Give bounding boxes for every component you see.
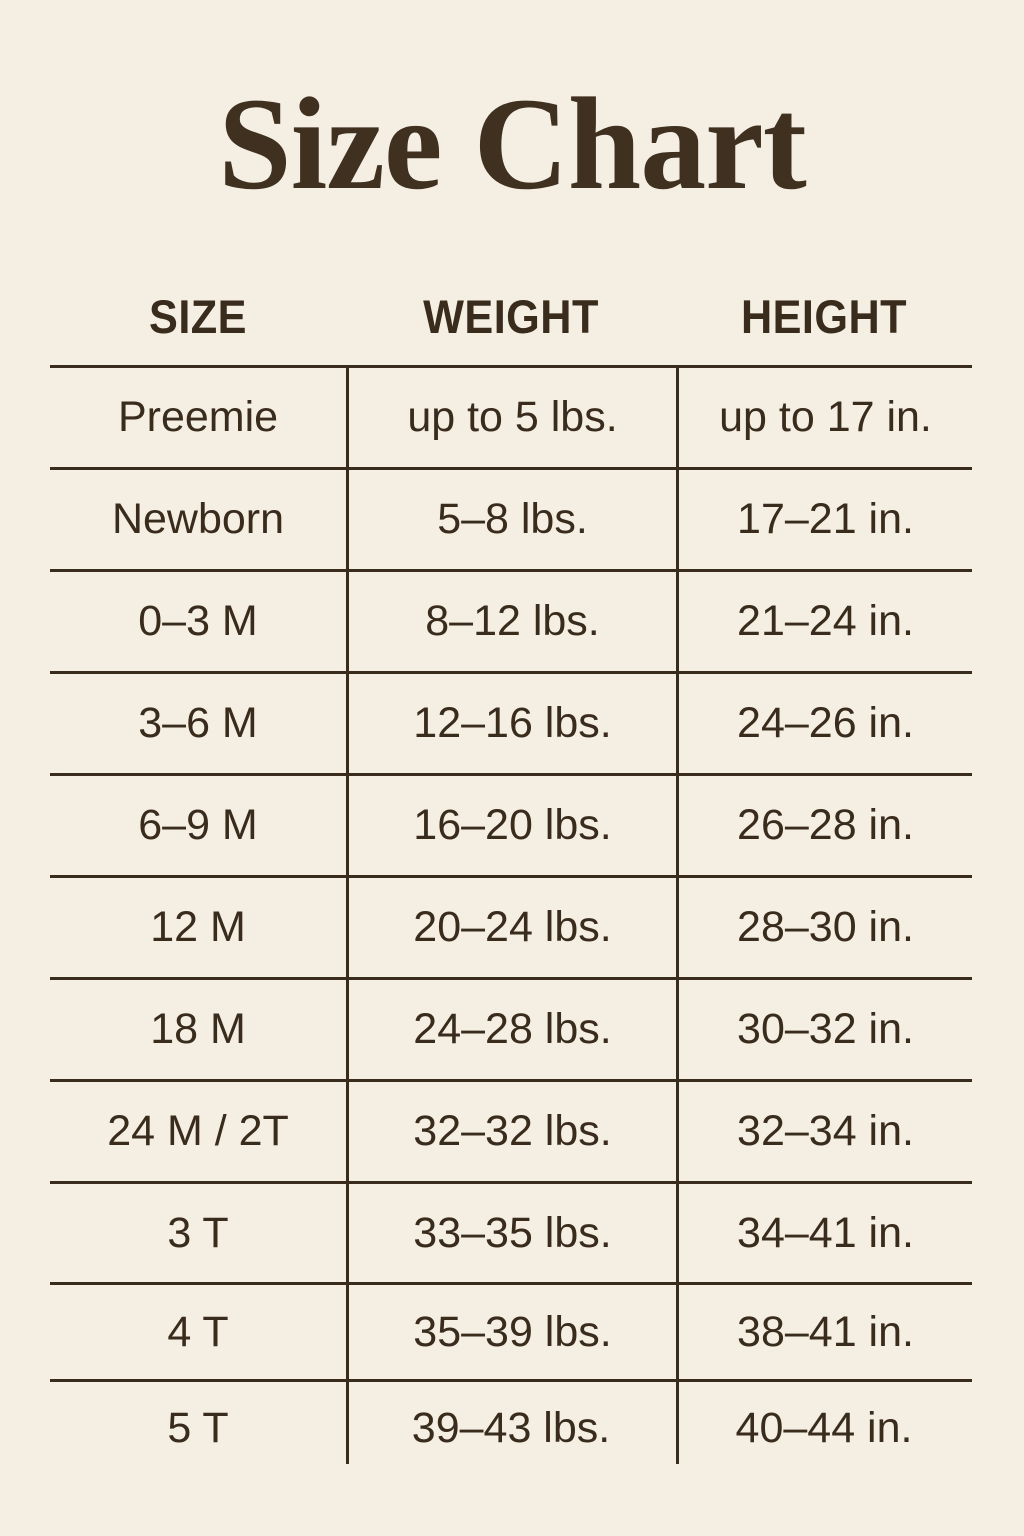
cell-size: 4 T <box>167 1307 229 1356</box>
table-row: 3 T 33–35 lbs. 34–41 in. <box>50 1181 972 1282</box>
cell-weight: 32–32 lbs. <box>346 1082 676 1181</box>
cell-height: 17–21 in. <box>676 470 972 569</box>
cell-weight: 35–39 lbs. <box>346 1285 676 1379</box>
cell-weight: 33–35 lbs. <box>346 1184 676 1282</box>
cell-size: 18 M <box>150 1005 246 1053</box>
cell-height: 40–44 in. <box>735 1404 913 1452</box>
page-title: Size Chart <box>218 70 807 217</box>
cell-size: 3–6 M <box>138 699 258 747</box>
cell-height: 24–26 in. <box>676 674 972 773</box>
table-row: 3–6 M 12–16 lbs. 24–26 in. <box>50 671 972 773</box>
table-header-row: SIZE WEIGHT HEIGHT <box>50 268 972 365</box>
cell-height: 21–24 in. <box>676 572 972 671</box>
cell-size: Preemie <box>117 393 279 441</box>
cell-size: Newborn <box>111 495 285 543</box>
cell-height: up to 17 in. <box>676 368 972 467</box>
cell-size: 3 T <box>167 1208 229 1257</box>
column-header-size: SIZE <box>149 290 247 343</box>
size-chart-table: SIZE WEIGHT HEIGHT Preemie up to 5 lbs. … <box>50 268 972 1475</box>
cell-height: 26–28 in. <box>676 776 972 875</box>
cell-weight: 5–8 lbs. <box>346 470 676 569</box>
cell-weight: 20–24 lbs. <box>346 878 676 977</box>
cell-size: 24 M / 2T <box>107 1107 289 1155</box>
column-divider <box>346 1382 349 1464</box>
cell-height: 32–34 in. <box>676 1082 972 1181</box>
table-row: 0–3 M 8–12 lbs. 21–24 in. <box>50 569 972 671</box>
cell-weight: 8–12 lbs. <box>346 572 676 671</box>
cell-weight: 12–16 lbs. <box>346 674 676 773</box>
cell-weight: 39–43 lbs. <box>411 1404 611 1452</box>
table-row: 18 M 24–28 lbs. 30–32 in. <box>50 977 972 1079</box>
column-header-weight: WEIGHT <box>423 290 599 343</box>
cell-weight: up to 5 lbs. <box>346 368 676 467</box>
cell-height: 38–41 in. <box>676 1285 972 1379</box>
table-row: 4 T 35–39 lbs. 38–41 in. <box>50 1282 972 1379</box>
table-row: 24 M / 2T 32–32 lbs. 32–34 in. <box>50 1079 972 1181</box>
table-row: 6–9 M 16–20 lbs. 26–28 in. <box>50 773 972 875</box>
column-header-height: HEIGHT <box>740 290 908 343</box>
table-row: 12 M 20–24 lbs. 28–30 in. <box>50 875 972 977</box>
table-row: Preemie up to 5 lbs. up to 17 in. <box>50 365 972 467</box>
cell-height: 28–30 in. <box>676 878 972 977</box>
cell-size: 6–9 M <box>138 801 258 849</box>
cell-weight: 24–28 lbs. <box>346 980 676 1079</box>
cell-weight: 16–20 lbs. <box>346 776 676 875</box>
cell-size: 5 T <box>167 1404 229 1452</box>
cell-size: 12 M <box>150 903 246 951</box>
column-divider <box>676 1382 679 1464</box>
cell-size: 0–3 M <box>138 597 258 645</box>
cell-height: 30–32 in. <box>676 980 972 1079</box>
table-row: Newborn 5–8 lbs. 17–21 in. <box>50 467 972 569</box>
cell-height: 34–41 in. <box>676 1184 972 1282</box>
table-row: 5 T 39–43 lbs. 40–44 in. <box>50 1379 972 1475</box>
